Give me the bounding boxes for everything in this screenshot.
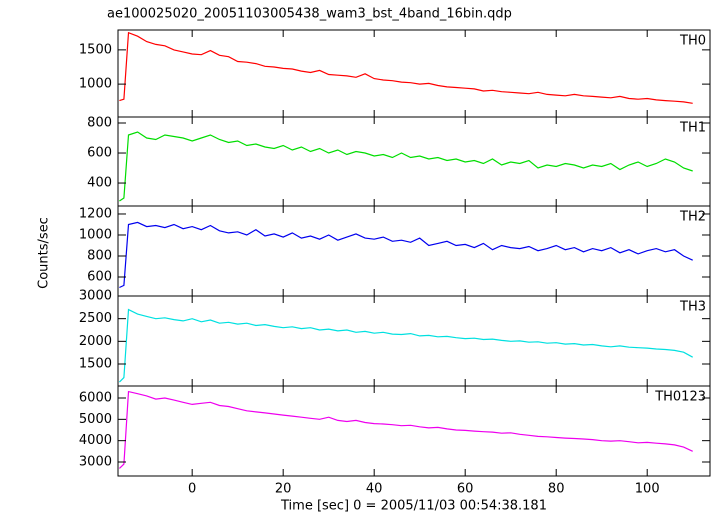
panel-frame <box>117 205 711 297</box>
y-tick-label: 1200 <box>79 206 112 221</box>
panel-frame <box>117 116 711 207</box>
panel-frame <box>117 385 711 477</box>
data-line <box>119 131 693 202</box>
y-tick-label: 1000 <box>79 77 112 92</box>
data-line <box>118 390 693 469</box>
y-tick-label: 2500 <box>79 311 112 326</box>
panel-frame <box>117 295 711 387</box>
y-tick-label: 800 <box>87 248 112 263</box>
y-tick-label: 400 <box>87 176 112 191</box>
y-tick-label: 1000 <box>79 227 112 242</box>
x-tick-label: 20 <box>275 482 292 497</box>
data-line <box>119 31 693 104</box>
y-axis-label: Counts/sec <box>37 217 52 289</box>
x-tick-label: 100 <box>635 482 660 497</box>
y-tick-label: 1500 <box>79 357 112 372</box>
x-axis-label: Time [sec] 0 = 2005/11/03 00:54:38.181 <box>280 499 547 514</box>
x-tick-label: 60 <box>457 482 474 497</box>
x-tick-label: 40 <box>366 482 383 497</box>
panel-label: TH3 <box>679 300 706 315</box>
y-tick-label: 600 <box>87 269 112 284</box>
data-line <box>118 308 693 383</box>
y-tick-label: 3000 <box>79 289 112 304</box>
y-tick-label: 2000 <box>79 334 112 349</box>
panel-label: TH0123 <box>654 390 706 405</box>
chart-title: ae100025020_20051103005438_wam3_bst_4ban… <box>107 7 512 22</box>
y-tick-label: 4000 <box>79 433 112 448</box>
y-tick-label: 800 <box>87 116 112 131</box>
y-tick-label: 3000 <box>79 454 112 469</box>
x-tick-label: 0 <box>188 482 196 497</box>
y-tick-label: 1500 <box>79 42 112 57</box>
x-tick-label: 80 <box>548 482 565 497</box>
panel-label: TH2 <box>679 210 706 225</box>
y-tick-label: 5000 <box>79 412 112 427</box>
panel-frame <box>117 29 711 118</box>
y-tick-label: 6000 <box>79 391 112 406</box>
panel-label: TH0 <box>679 34 706 49</box>
y-tick-label: 600 <box>87 146 112 161</box>
panel-label: TH1 <box>679 121 706 136</box>
data-line <box>119 221 693 289</box>
